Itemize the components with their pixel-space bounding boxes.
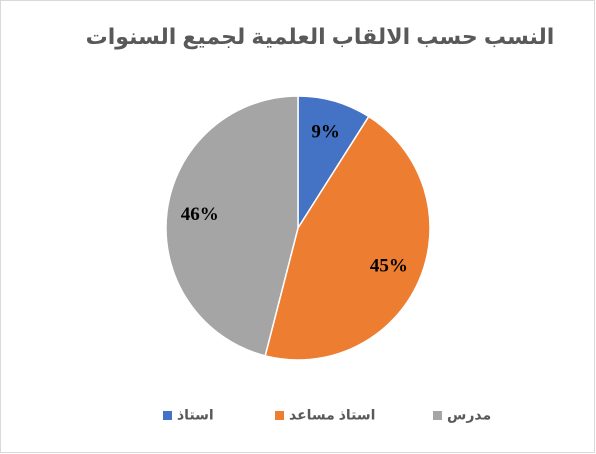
legend-label: استاذ مساعد xyxy=(289,407,375,423)
legend-swatch xyxy=(163,411,172,420)
data-label: 46% xyxy=(181,204,219,225)
pie-slice xyxy=(264,115,431,361)
legend-swatch xyxy=(433,411,442,420)
legend-swatch xyxy=(275,411,284,420)
data-label: 45% xyxy=(370,256,408,277)
chart-title: النسب حسب الالقاب العلمية لجميع السنوات xyxy=(86,24,555,50)
legend-label: مدرس xyxy=(447,407,491,423)
legend-label: استاذ xyxy=(177,407,214,423)
data-label: 9% xyxy=(311,121,340,142)
pie-slice xyxy=(165,95,299,357)
